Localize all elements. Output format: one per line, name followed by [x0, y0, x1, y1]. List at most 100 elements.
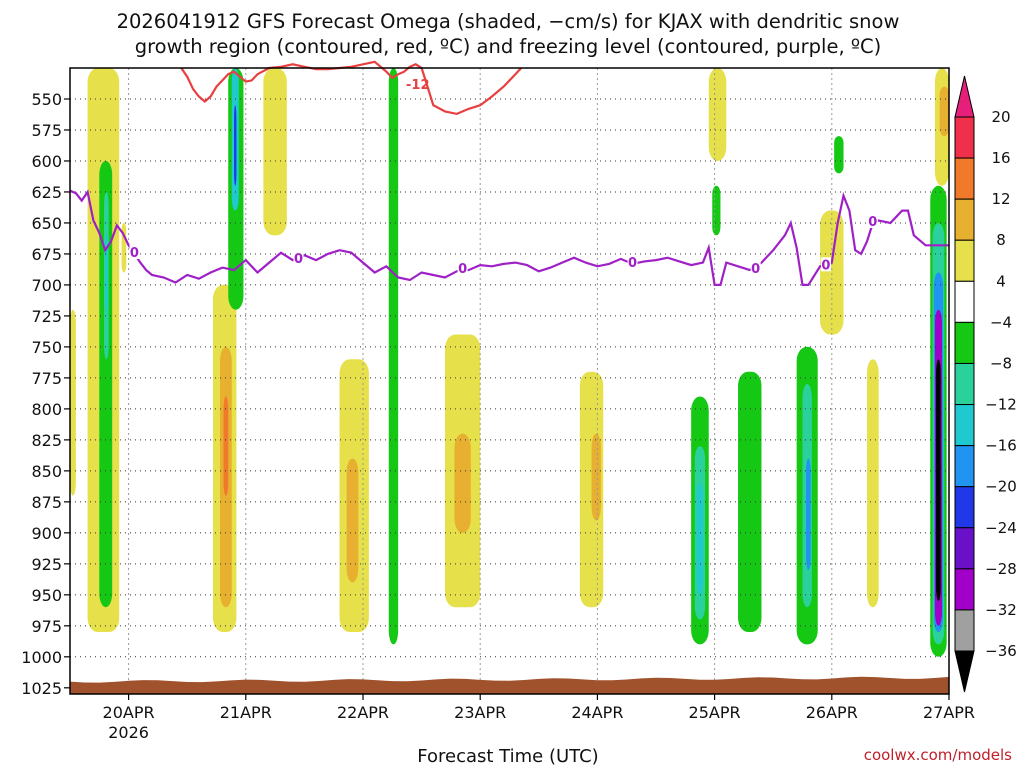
omega-cell — [866, 359, 879, 608]
colorbar-bin — [954, 157, 975, 200]
omega-cell — [738, 371, 762, 633]
omega-shading — [70, 68, 949, 657]
y-tick-label: 800 — [31, 400, 62, 419]
omega-cell — [820, 210, 844, 335]
y-tick-label: 775 — [31, 369, 62, 388]
colorbar-label: −4 — [990, 313, 1012, 331]
ground-surface — [70, 676, 949, 694]
colorbar-top-triangle — [954, 75, 975, 118]
omega-cell — [591, 433, 601, 521]
freezing-level-label: 0 — [751, 262, 760, 277]
grid-lines — [70, 68, 949, 694]
x-tick-label: 22APR — [337, 703, 389, 722]
y-tick-label: 750 — [31, 338, 62, 357]
colorbar-bin — [954, 527, 975, 570]
colorbar-bin — [954, 362, 975, 406]
freezing-level-label: 0 — [821, 258, 830, 273]
colorbar-label: 20 — [991, 108, 1010, 126]
freezing-label-bg — [627, 254, 638, 269]
y-tick-label: 975 — [31, 617, 62, 636]
colorbar-bin — [954, 239, 975, 282]
y-tick-label: 725 — [31, 307, 62, 326]
y-tick-label: 600 — [31, 152, 62, 171]
colorbar-bin — [954, 445, 975, 488]
omega-cell — [697, 483, 703, 595]
omega-cell — [939, 86, 949, 137]
x-axis-label: Forecast Time (UTC) — [417, 746, 598, 767]
colorbar-label: 16 — [991, 149, 1010, 167]
colorbar-label: 4 — [996, 272, 1006, 290]
omega-cell — [936, 359, 941, 602]
freezing-label-bg — [867, 213, 878, 228]
omega-cell — [388, 68, 399, 645]
colorbar-bin — [954, 568, 975, 611]
y-tick-label: 825 — [31, 431, 62, 450]
colorbar-label: −12 — [985, 396, 1017, 414]
omega-cell — [263, 68, 287, 236]
x-tick-label: 24APR — [571, 703, 623, 722]
y-tick-label: 1025 — [21, 679, 62, 698]
x-tick-label: 27APR — [923, 703, 975, 722]
ground-fill — [70, 676, 949, 694]
colorbar-bottom-triangle — [954, 650, 975, 693]
y-tick-label: 575 — [31, 121, 62, 140]
omega-cell — [834, 136, 844, 174]
omega-cell — [99, 160, 113, 608]
omega-cell — [234, 105, 237, 186]
colorbar-label: 12 — [991, 190, 1010, 208]
freezing-level-label: 0 — [130, 246, 139, 261]
colorbar-label: −8 — [990, 354, 1012, 372]
colorbar-label: −32 — [985, 601, 1017, 619]
freezing-level-label: 0 — [458, 262, 467, 277]
plot-frame — [69, 67, 950, 695]
omega-cell — [708, 68, 727, 161]
freezing-label-bg — [293, 251, 304, 266]
freezing-label-bg — [129, 244, 140, 259]
colorbar-label: −36 — [985, 642, 1017, 660]
colorbar-bin — [954, 280, 975, 323]
y-tick-label: 850 — [31, 462, 62, 481]
x-tick-label: 20APR — [103, 703, 155, 722]
freezing-level-label: 0 — [628, 256, 637, 271]
omega-cell — [346, 458, 359, 583]
omega-cell — [121, 222, 127, 273]
freezing-label-bg — [750, 261, 761, 276]
x-tick-label: 21APR — [220, 703, 272, 722]
dgz-contour-label: -12 — [406, 78, 430, 93]
chart-title-line-1: 2026041912 GFS Forecast Omega (shaded, −… — [117, 10, 900, 33]
omega-cell — [712, 185, 721, 236]
y-tick-label: 550 — [31, 90, 62, 109]
x-tick-label: 23APR — [454, 703, 506, 722]
colorbar-bin — [954, 198, 975, 241]
omega-cell — [454, 433, 471, 533]
freezing-level-label: 0 — [868, 215, 877, 230]
freezing-level-label: 0 — [294, 252, 303, 267]
colorbar-bin — [954, 321, 975, 364]
colorbar-bin — [954, 116, 975, 159]
credit-link[interactable]: coolwx.com/models — [864, 746, 1012, 764]
y-tick-label: 950 — [31, 586, 62, 605]
omega-cell — [70, 309, 76, 496]
y-axis: 550 575 600 625 650 675 700 725 750 775 800 825 850 8… — [21, 90, 70, 698]
colorbar: 20 16 12 8 4 −4 −8 −12 −16 −20 −24 −28 −32 −36 — [954, 75, 1017, 693]
colorbar-label: −28 — [985, 560, 1017, 578]
y-tick-label: 1000 — [21, 648, 62, 667]
colorbar-bin — [954, 404, 975, 447]
freezing-label-bg — [820, 257, 831, 272]
y-tick-label: 675 — [31, 245, 62, 264]
x-tick-year: 2026 — [108, 723, 149, 742]
y-tick-label: 700 — [31, 276, 62, 295]
colorbar-label: −20 — [985, 478, 1017, 496]
y-tick-label: 925 — [31, 555, 62, 574]
colorbar-label: −16 — [985, 437, 1017, 455]
y-tick-label: 900 — [31, 524, 62, 543]
x-tick-label: 25APR — [689, 703, 741, 722]
y-tick-label: 650 — [31, 214, 62, 233]
colorbar-bin — [954, 609, 975, 652]
chart-title-line-2: growth region (contoured, red, ºC) and f… — [135, 35, 882, 58]
plot-area: -12 0 0 0 0 0 0 0 — [69, 60, 950, 695]
x-tick-label: 26APR — [806, 703, 858, 722]
colorbar-bin — [954, 486, 975, 529]
